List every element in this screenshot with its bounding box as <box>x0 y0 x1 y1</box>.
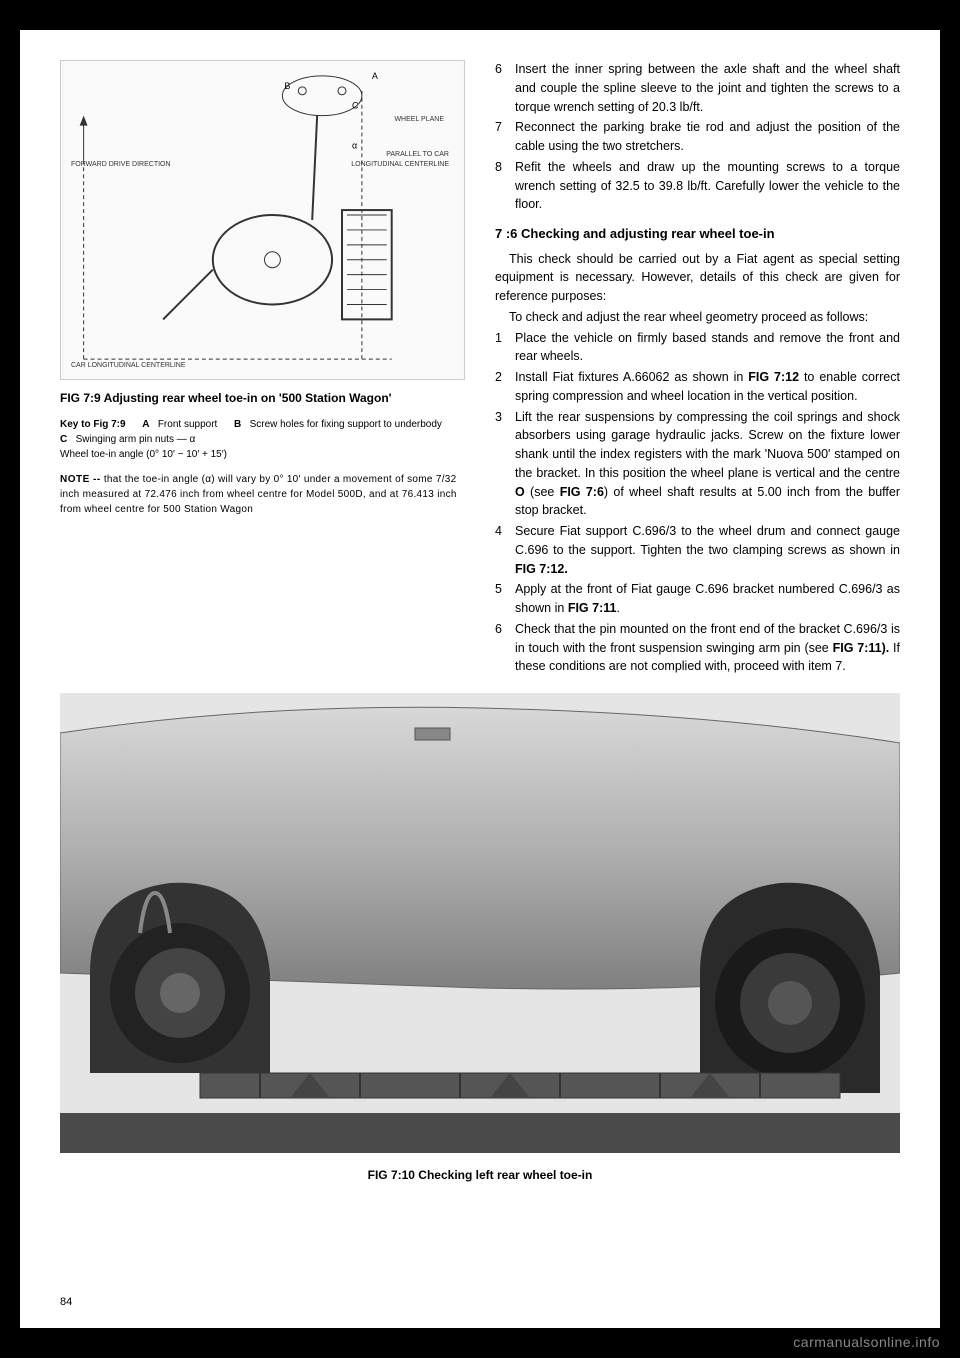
item-number: 4 <box>495 522 505 578</box>
svg-text:C: C <box>352 101 359 111</box>
fig-7-9-diagram: A B C α WHEEL PLANE PARALLEL TO CAR LONG… <box>60 60 465 380</box>
item-number: 8 <box>495 158 505 214</box>
left-column: A B C α WHEEL PLANE PARALLEL TO CAR LONG… <box>60 60 465 678</box>
item-number: 5 <box>495 580 505 618</box>
item-text: Place the vehicle on firmly based stands… <box>515 329 900 367</box>
watermark: carmanualsonline.info <box>793 1334 940 1350</box>
key-c-label: C <box>60 434 67 445</box>
svg-text:A: A <box>372 71 378 81</box>
key-prefix: Key to Fig 7:9 <box>60 419 126 430</box>
key-wheel-toe: Wheel toe-in angle (0° 10′ − 10′ + 15′) <box>60 449 227 460</box>
page-container: A B C α WHEEL PLANE PARALLEL TO CAR LONG… <box>20 30 940 1328</box>
fig-7-9-caption: FIG 7:9 Adjusting rear wheel toe-in on '… <box>60 390 465 407</box>
diagram-label: FORWARD DRIVE DIRECTION <box>71 161 171 168</box>
list-item: 6Check that the pin mounted on the front… <box>495 620 900 676</box>
item-number: 7 <box>495 118 505 156</box>
intro-paragraph-2: To check and adjust the rear wheel geome… <box>495 308 900 327</box>
note-text: that the toe-in angle (α) will vary by 0… <box>60 474 457 515</box>
list-item: 8Refit the wheels and draw up the mounti… <box>495 158 900 214</box>
item-number: 6 <box>495 620 505 676</box>
svg-text:B: B <box>284 81 290 91</box>
item-text: Insert the inner spring between the axle… <box>515 60 900 116</box>
intro-paragraph: This check should be carried out by a Fi… <box>495 250 900 306</box>
item-text: Install Fiat fixtures A.66062 as shown i… <box>515 368 900 406</box>
item-number: 6 <box>495 60 505 116</box>
list-item: 5 Apply at the front of Fiat gauge C.696 … <box>495 580 900 618</box>
item-number: 1 <box>495 329 505 367</box>
right-column: 6Insert the inner spring between the axl… <box>495 60 900 678</box>
diagram-label: LONGITUDINAL CENTERLINE <box>351 161 449 168</box>
list-item: 7 Reconnect the parking brake tie rod and… <box>495 118 900 156</box>
fig-7-10-photo <box>60 693 900 1153</box>
item-text: Check that the pin mounted on the front … <box>515 620 900 676</box>
list-item: 6Insert the inner spring between the axl… <box>495 60 900 116</box>
item-text: Secure Fiat support C.696/3 to the wheel… <box>515 522 900 578</box>
item-text: Apply at the front of Fiat gauge C.696 b… <box>515 580 900 618</box>
diagram-label: PARALLEL TO CAR <box>386 151 449 158</box>
list-item: 4Secure Fiat support C.696/3 to the whee… <box>495 522 900 578</box>
item-text: Lift the rear suspensions by compressing… <box>515 408 900 521</box>
section-heading: 7 :6 Checking and adjusting rear wheel t… <box>495 224 900 244</box>
fig-7-9-key: Key to Fig 7:9 A Front support B Screw h… <box>60 417 465 462</box>
diagram-label: CAR LONGITUDINAL CENTERLINE <box>71 362 185 369</box>
key-b-text: Screw holes for fixing support to underb… <box>250 419 442 430</box>
item-text: Refit the wheels and draw up the mountin… <box>515 158 900 214</box>
fig-7-10-caption: FIG 7:10 Checking left rear wheel toe-in <box>60 1168 900 1182</box>
list-item: 2 Install Fiat fixtures A.66062 as shown … <box>495 368 900 406</box>
svg-text:α: α <box>352 140 357 150</box>
fig-7-9-note: NOTE -- that the toe-in angle (α) will v… <box>60 472 465 517</box>
item-number: 3 <box>495 408 505 521</box>
top-columns: A B C α WHEEL PLANE PARALLEL TO CAR LONG… <box>60 60 900 678</box>
item-text: Reconnect the parking brake tie rod and … <box>515 118 900 156</box>
key-a-text: Front support <box>158 419 217 430</box>
numbered-list-bottom: 1 Place the vehicle on firmly based stand… <box>495 329 900 677</box>
numbered-list-top: 6Insert the inner spring between the axl… <box>495 60 900 214</box>
key-a-label: A <box>142 419 149 430</box>
note-label: NOTE -- <box>60 474 101 485</box>
page-number: 84 <box>60 1296 72 1308</box>
list-item: 3Lift the rear suspensions by compressin… <box>495 408 900 521</box>
key-c-text: Swinging arm pin nuts — α <box>76 434 196 445</box>
list-item: 1 Place the vehicle on firmly based stand… <box>495 329 900 367</box>
key-b-label: B <box>234 419 241 430</box>
diagram-label: WHEEL PLANE <box>394 116 444 123</box>
item-number: 2 <box>495 368 505 406</box>
